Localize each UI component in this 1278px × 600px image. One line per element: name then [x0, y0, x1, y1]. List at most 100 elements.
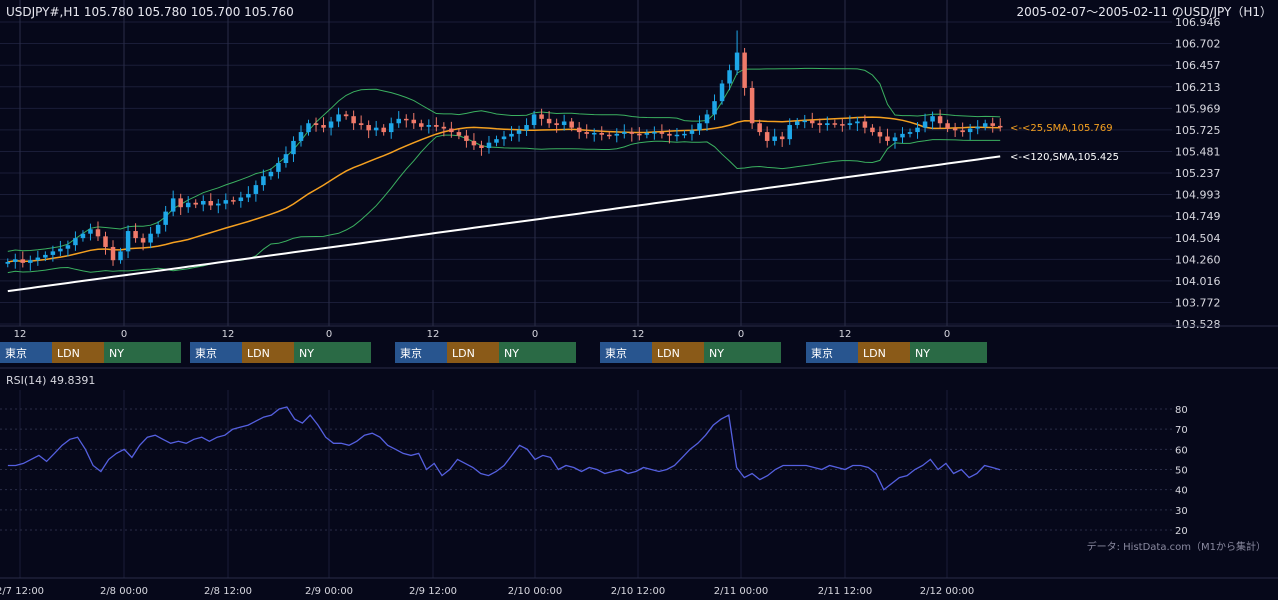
price-tick-label: 105.969 [1175, 102, 1221, 115]
candle-body [982, 123, 988, 127]
candle-body [110, 246, 116, 261]
session-ny [104, 342, 181, 363]
candle-body [313, 123, 319, 126]
price-tick-label: 104.749 [1175, 210, 1221, 223]
candle-body [810, 120, 815, 124]
candle-body [629, 132, 635, 134]
candle-body [659, 132, 665, 134]
candle-body [975, 126, 980, 129]
candle-body [945, 123, 950, 129]
candle-body [148, 233, 153, 243]
price-tick-label: 103.528 [1175, 318, 1221, 331]
candle-body [276, 163, 281, 172]
candle-body [426, 125, 432, 127]
session-tokyo [806, 342, 858, 363]
candle-body [960, 130, 965, 133]
candle-body [351, 116, 356, 124]
source-note: データ: HistData.com（M1から集計） [1087, 540, 1266, 553]
date-tick-label: 2/9 00:00 [305, 586, 353, 597]
candle-body [396, 118, 401, 124]
candle-body [185, 202, 191, 208]
date-tick-label: 2/10 00:00 [508, 586, 562, 597]
date-tick-label: 2/11 00:00 [714, 586, 768, 597]
candle-body [366, 125, 371, 131]
hour-tick-label: 12 [14, 329, 27, 340]
candle-body [306, 123, 311, 133]
price-tick-label: 106.946 [1175, 16, 1221, 29]
candle-body [170, 198, 176, 212]
hour-tick-label: 12 [427, 329, 440, 340]
date-tick-label: 2/8 00:00 [100, 586, 148, 597]
candle-body [73, 238, 78, 246]
candle-body [591, 132, 597, 135]
candle-body [216, 203, 221, 206]
candle-body [674, 134, 680, 137]
price-tick-label: 105.237 [1175, 167, 1221, 180]
price-tick-label: 103.772 [1175, 296, 1221, 309]
session-london [242, 342, 294, 363]
candle-body [930, 116, 935, 122]
candle-body [103, 236, 108, 247]
candle-body [388, 123, 394, 133]
rsi-tick-label: 80 [1175, 405, 1188, 416]
candle-body [155, 224, 161, 234]
candle-body [336, 114, 341, 122]
session-ny [704, 342, 781, 363]
candle-body [253, 185, 259, 194]
candle-body [404, 118, 409, 121]
price-axis: 106.946 106.702 106.457 106.213 105.969 105.7… [1175, 16, 1221, 331]
candle-body [298, 132, 304, 141]
candle-body [561, 121, 567, 126]
session-tokyo-label: 東京 [400, 346, 422, 360]
candle-body [870, 127, 875, 133]
candle-body [13, 259, 18, 262]
date-tick-label: 2/10 12:00 [611, 586, 665, 597]
candle-body [238, 197, 244, 202]
candle-body [140, 238, 146, 243]
session-tokyo [190, 342, 242, 363]
date-tick-label: 2/11 12:00 [818, 586, 872, 597]
candle-body [501, 136, 507, 140]
candle-body [441, 126, 447, 129]
candle-body [885, 136, 890, 141]
rsi-label: RSI(14) 49.8391 [6, 374, 95, 387]
candle-body [95, 229, 101, 237]
session-tokyo-label: 東京 [605, 346, 627, 360]
session-london-label: LDN [57, 347, 80, 360]
hour-tick-label: 0 [326, 329, 332, 340]
price-tick-label: 104.016 [1175, 275, 1221, 288]
candle-body [65, 245, 71, 249]
candle-body [554, 123, 559, 126]
candle-body [531, 114, 537, 126]
candle-body [734, 52, 740, 71]
candle-body [840, 124, 845, 126]
candle-body [373, 127, 379, 131]
candle-body [712, 101, 717, 115]
session-ny-label: NY [709, 347, 724, 360]
candle-body [80, 233, 86, 239]
candle-body [727, 70, 732, 84]
candle-body [291, 140, 296, 155]
candle-body [464, 135, 469, 141]
session-london [447, 342, 499, 363]
candle-body [907, 132, 913, 134]
price-tick-label: 104.260 [1175, 253, 1221, 266]
candle-body [855, 121, 860, 124]
price-tick-label: 104.993 [1175, 189, 1221, 202]
candle-body [223, 200, 229, 204]
session-ny [910, 342, 987, 363]
candle-body [208, 201, 214, 206]
price-tick-label: 106.213 [1175, 81, 1221, 94]
candle-body [58, 248, 63, 252]
hour-tick-label: 0 [944, 329, 950, 340]
hour-axis: 12 0 12 0 12 0 12 0 12 0 [0, 325, 1278, 340]
candle-body [268, 171, 274, 177]
rsi-tick-label: 20 [1175, 526, 1188, 537]
candle-body [862, 121, 868, 128]
session-tokyo [0, 342, 52, 363]
price-tick-label: 104.504 [1175, 232, 1221, 245]
candle-body [479, 145, 484, 148]
candle-body [584, 132, 589, 134]
candle-body [847, 123, 853, 126]
